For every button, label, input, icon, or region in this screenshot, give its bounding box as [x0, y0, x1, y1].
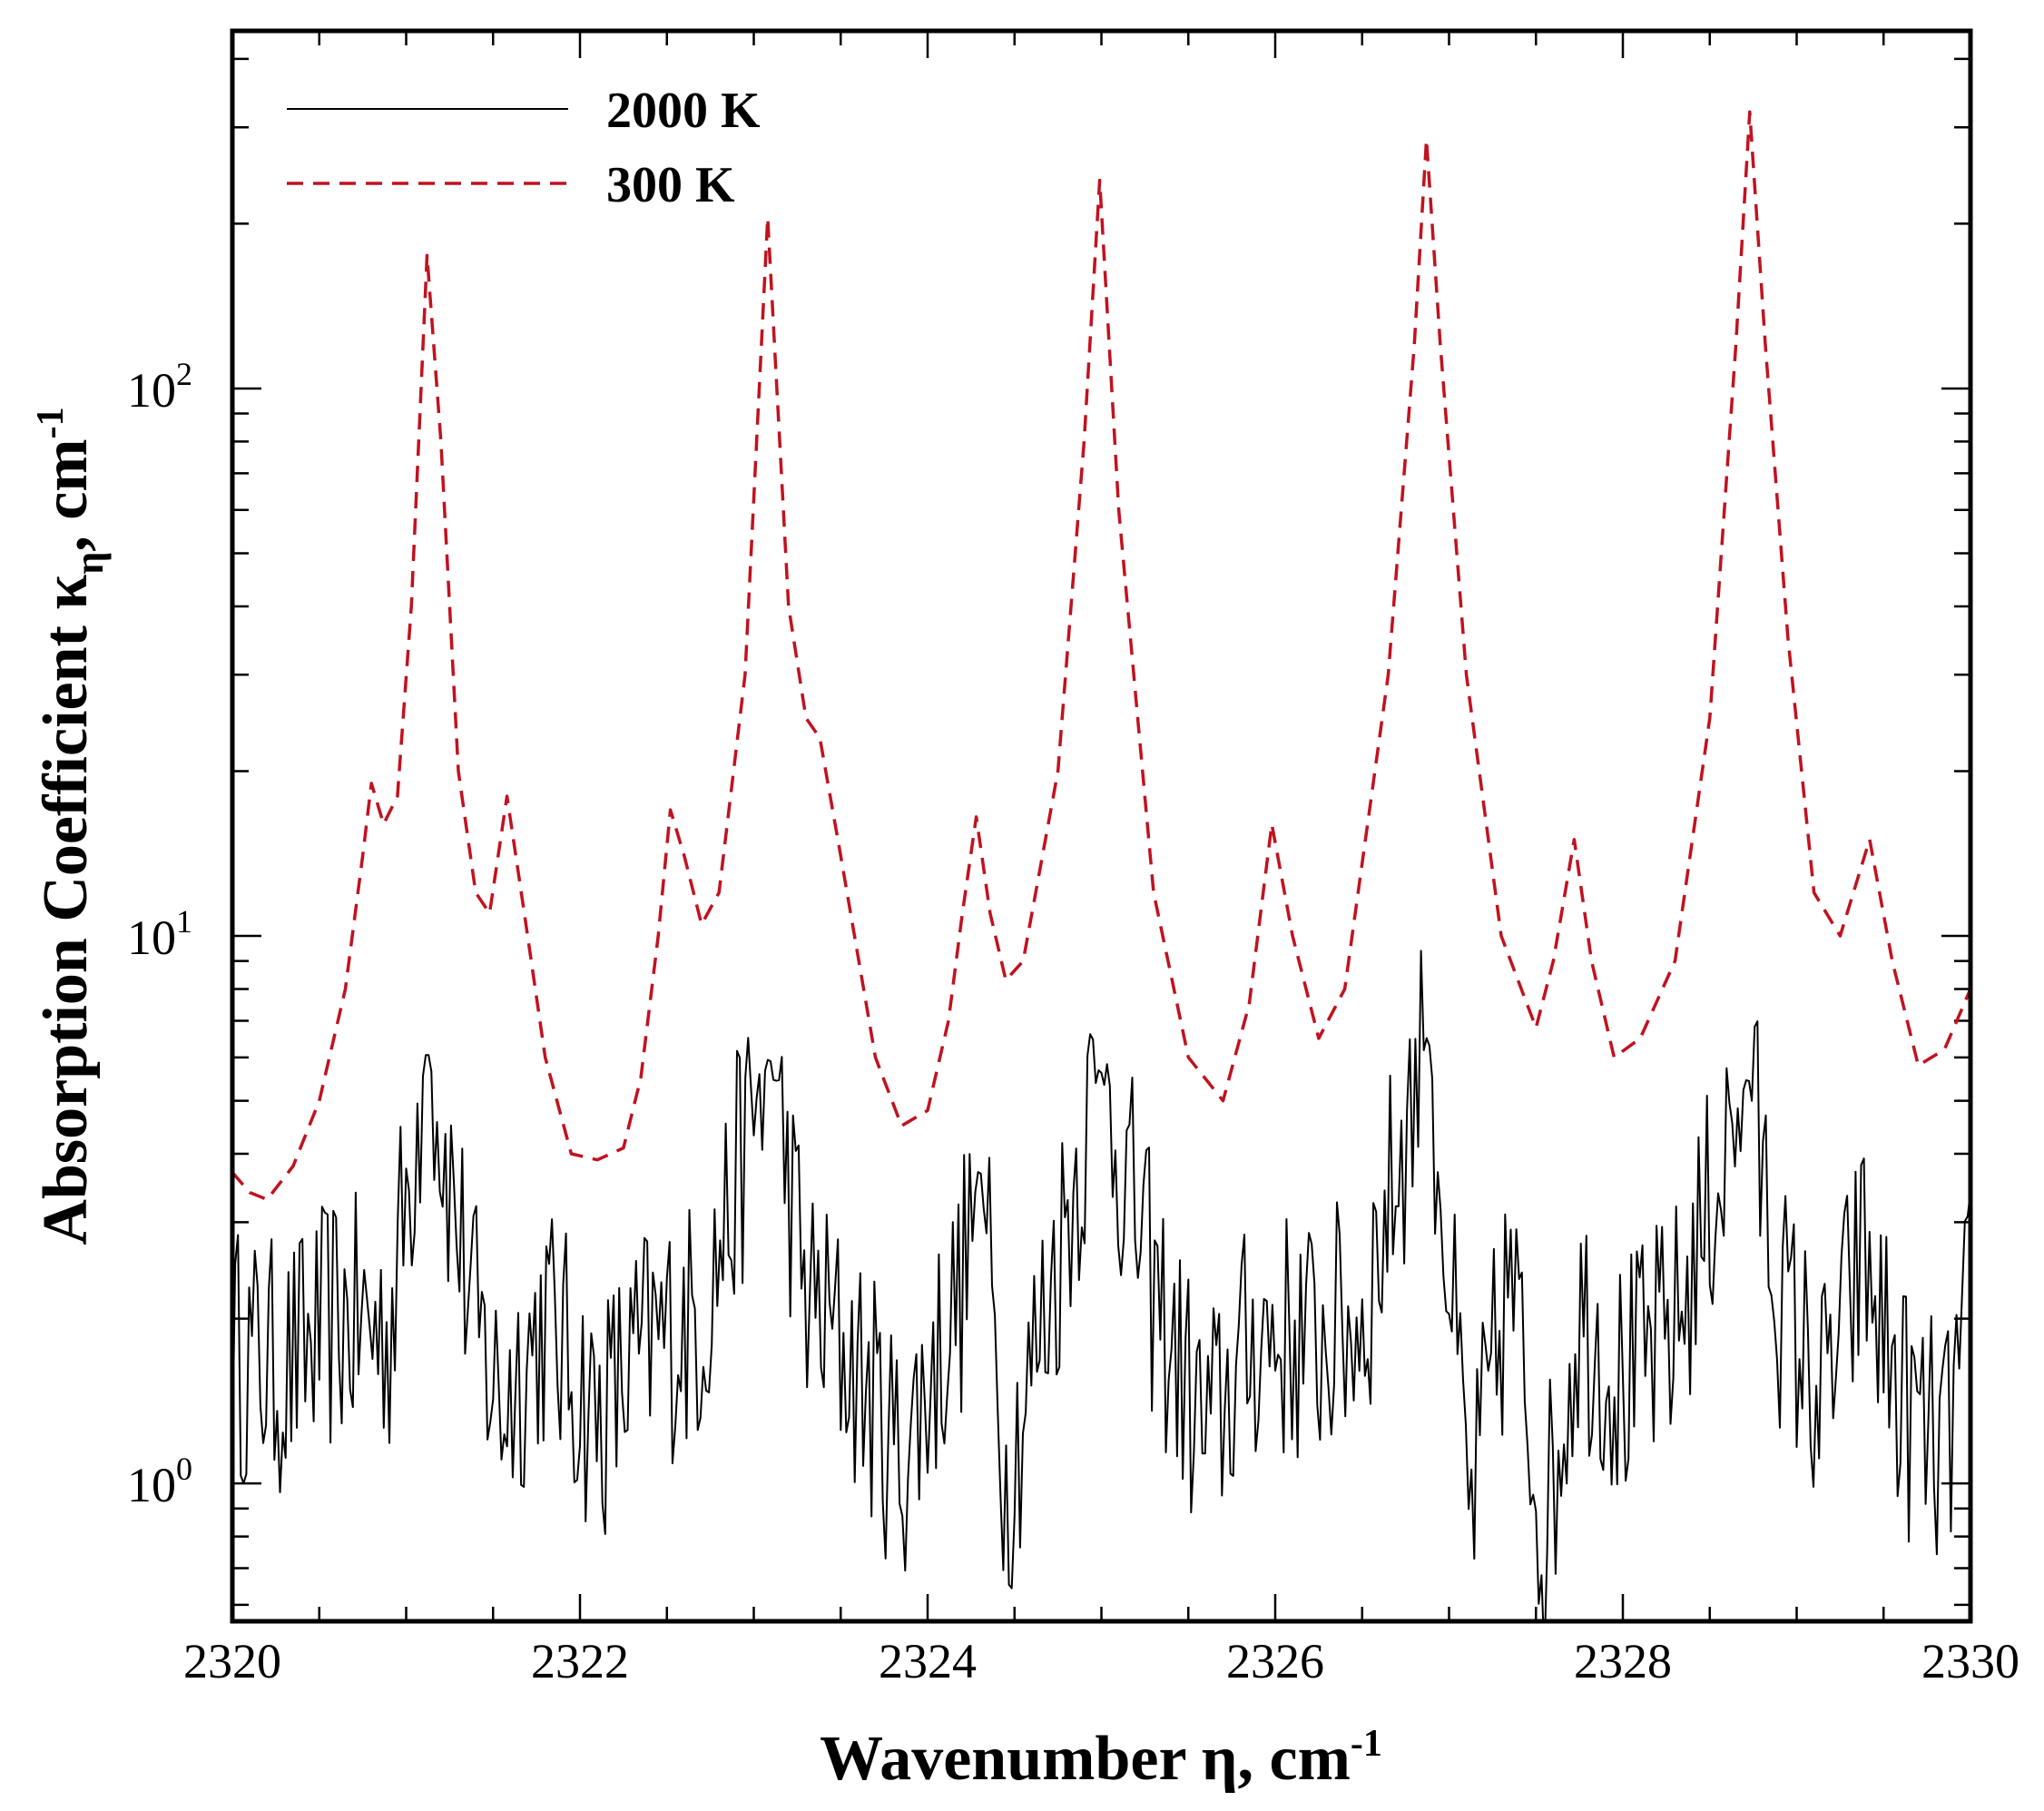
series-line-2000k	[232, 950, 1970, 1621]
y-tick-label: 102	[127, 356, 192, 418]
y-tick-label: 100	[127, 1451, 192, 1512]
y-axis-title: Absorption Coefficient κη, cm-1	[30, 407, 112, 1245]
x-tick-label: 2324	[879, 1634, 977, 1688]
x-tick-label: 2322	[531, 1634, 629, 1688]
x-axis-title: Wavenumber η, cm-1	[820, 1723, 1382, 1794]
x-tick-label: 2326	[1226, 1634, 1324, 1688]
x-tick-label: 2320	[183, 1634, 281, 1688]
x-tick-labels: 2320 2322 2324 2326 2328 2330	[183, 1634, 2019, 1688]
x-tick-label: 2328	[1574, 1634, 1672, 1688]
plot-frame	[230, 28, 1973, 1624]
axis-ticks	[231, 31, 1972, 1621]
plot-background	[232, 31, 1970, 1621]
series-line-300k	[232, 110, 1970, 1202]
y-tick-labels: 100 101 102	[127, 356, 192, 1512]
legend-label-300k: 300 K	[606, 157, 735, 213]
y-tick-label: 101	[127, 903, 192, 965]
x-tick-label: 2330	[1921, 1634, 2019, 1688]
legend-label-2000k: 2000 K	[606, 83, 761, 139]
series-layer	[232, 110, 1970, 1621]
legend: 2000 K 300 K	[287, 83, 761, 213]
